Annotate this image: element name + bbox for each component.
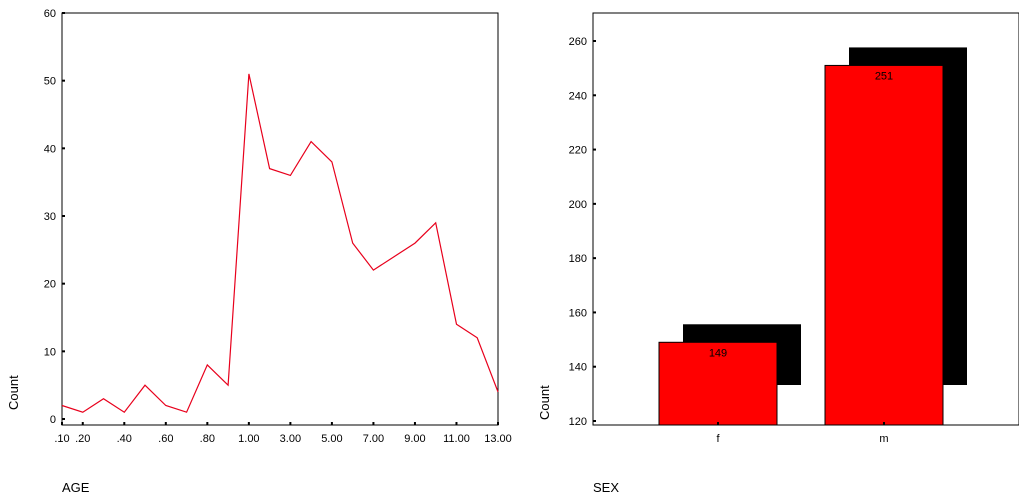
- age-y-tick-label: 30: [44, 211, 56, 223]
- age-x-tick-label: .80: [200, 433, 215, 445]
- age-y-tick-label: 40: [44, 143, 56, 155]
- bar-m: [824, 64, 944, 426]
- bar-value-label-f: 149: [709, 347, 727, 359]
- age-series-line: [61, 73, 499, 414]
- sex-y-tick-label: 240: [569, 90, 587, 102]
- age-line-chart: 0 10 20 30 40 50 60 .10 .20 .40 .60 .80 1.00 3.00 5.0…: [6, 8, 512, 495]
- age-x-tick-label: 5.00: [321, 433, 342, 445]
- sex-x-tick-label-m: m: [879, 433, 888, 445]
- bar-f: [658, 341, 778, 426]
- age-x-tick-label: 3.00: [280, 433, 301, 445]
- age-x-tick-label: .10: [54, 433, 69, 445]
- age-y-axis: 0 10 20 30 40 50 60: [44, 8, 65, 426]
- age-y-tick-label: 60: [44, 8, 56, 20]
- sex-y-tick-label: 200: [569, 199, 587, 211]
- age-x-tick-label: 7.00: [363, 433, 384, 445]
- bar-value-label-m: 251: [875, 70, 893, 82]
- sex-y-tick-label: 260: [569, 36, 587, 48]
- age-x-axis-title: AGE: [62, 480, 90, 495]
- age-x-tick-label: 11.00: [443, 433, 470, 445]
- sex-y-tick-label: 160: [569, 307, 587, 319]
- sex-y-tick-label: 140: [569, 362, 587, 374]
- sex-y-axis-title: Count: [537, 385, 552, 420]
- age-x-tick-label: 1.00: [238, 433, 259, 445]
- age-x-tick-label: 13.00: [484, 433, 512, 445]
- age-x-tick-label: 9.00: [404, 433, 425, 445]
- age-y-tick-label: 10: [44, 346, 56, 358]
- sex-x-tick-label-f: f: [716, 433, 720, 445]
- sex-y-tick-label: 180: [569, 253, 587, 265]
- sex-y-tick-label: 220: [569, 145, 587, 157]
- age-plot-frame: [61, 12, 499, 426]
- age-x-tick-label: .40: [117, 433, 132, 445]
- sex-y-tick-label: 120: [569, 416, 587, 428]
- age-x-tick-label: .20: [75, 433, 90, 445]
- age-y-tick-label: 20: [44, 279, 56, 291]
- age-y-tick-label: 0: [50, 414, 56, 426]
- sex-y-axis: 120 140 160 180 200 220 240 260: [569, 36, 596, 428]
- age-y-tick-label: 50: [44, 76, 56, 88]
- age-x-axis: .10 .20 .40 .60 .80 1.00 3.00 5.00 7.00 9.00 11.00…: [54, 422, 512, 445]
- sex-x-axis-title: SEX: [593, 480, 619, 495]
- age-x-tick-label: .60: [158, 433, 173, 445]
- sex-bars: 149 251: [658, 47, 967, 426]
- age-y-axis-title: Count: [6, 375, 21, 410]
